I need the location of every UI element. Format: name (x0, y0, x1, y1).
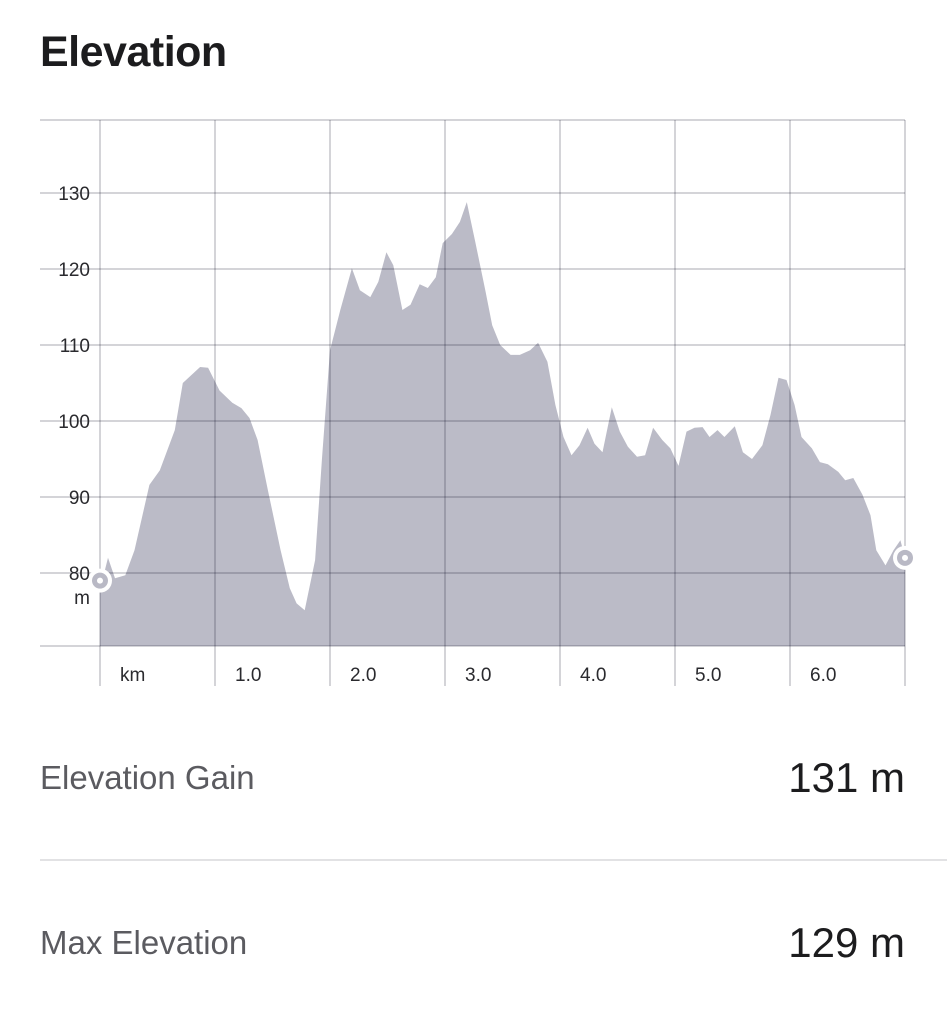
start-marker-dot (97, 577, 103, 584)
end-marker-dot (902, 554, 908, 561)
y-tick-label: 100 (58, 412, 90, 433)
page-title: Elevation (40, 28, 227, 76)
max-elevation-label: Max Elevation (40, 924, 248, 961)
x-tick-label: 3.0 (465, 665, 491, 686)
divider (40, 859, 947, 861)
x-tick-label: 6.0 (810, 665, 836, 686)
start-marker (88, 568, 112, 593)
x-tick-label: 4.0 (580, 665, 606, 686)
y-tick-label: 120 (58, 260, 90, 281)
x-tick-label: 2.0 (350, 665, 376, 686)
max-elevation-value: 129 m (788, 919, 905, 966)
elevation-chart: 130 120 110 100 90 80 m km 1.0 2.0 3.0 4.0 5.0 6.0 (40, 119, 917, 686)
elevation-gain-value: 131 m (788, 754, 905, 801)
x-tick-label: 1.0 (235, 665, 261, 686)
y-tick-label: 110 (60, 336, 90, 357)
x-tick-label: 5.0 (695, 665, 721, 686)
end-marker (893, 545, 917, 570)
y-tick-label: 90 (69, 488, 90, 509)
elevation-gain-label: Elevation Gain (40, 759, 255, 796)
y-tick-label: 80 (69, 564, 90, 585)
x-tick-label: km (120, 665, 145, 686)
elevation-area (100, 202, 905, 646)
y-tick-label: 130 (58, 184, 90, 205)
y-unit-label: m (74, 588, 90, 609)
